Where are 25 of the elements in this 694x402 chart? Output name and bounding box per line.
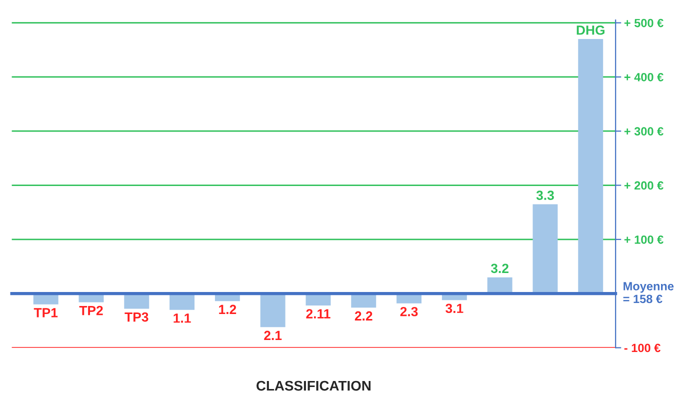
- x-tick-label: DHG: [576, 25, 604, 35]
- text: Moyenne = 158 €: [623, 282, 674, 304]
- x-tick-label: 3.3: [536, 190, 554, 200]
- y-tick-label: + 500 €: [624, 18, 664, 28]
- bar: [532, 204, 558, 294]
- x-tick-label: TP2: [79, 306, 103, 316]
- x-tick-label: 2.1: [264, 330, 282, 340]
- x-tick-label: TP3: [124, 312, 148, 322]
- bar: [170, 294, 195, 310]
- x-tick-label: 2.11: [306, 309, 330, 318]
- bar: [260, 294, 286, 328]
- y-tick-label: + 100 €: [624, 235, 664, 244]
- bar: [578, 39, 604, 294]
- x-tick-label: TP1: [34, 308, 58, 318]
- y-tick-label: + 400 €: [624, 72, 664, 82]
- x-axis-title: CLASSIFICATION: [256, 380, 370, 391]
- y-tick-label: + 300 €: [624, 127, 664, 136]
- x-tick-label: 2.3: [400, 306, 418, 316]
- y-tick-label: + 200 €: [624, 181, 664, 190]
- x-tick-label: 3.2: [490, 264, 508, 274]
- x-tick-label: 1.2: [219, 304, 236, 314]
- y-tick-label: - 100 €: [624, 344, 660, 352]
- x-tick-label: 1.1: [174, 314, 191, 323]
- x-tick-label: 2.2: [354, 311, 372, 320]
- x-tick-label: 3.1: [446, 304, 464, 314]
